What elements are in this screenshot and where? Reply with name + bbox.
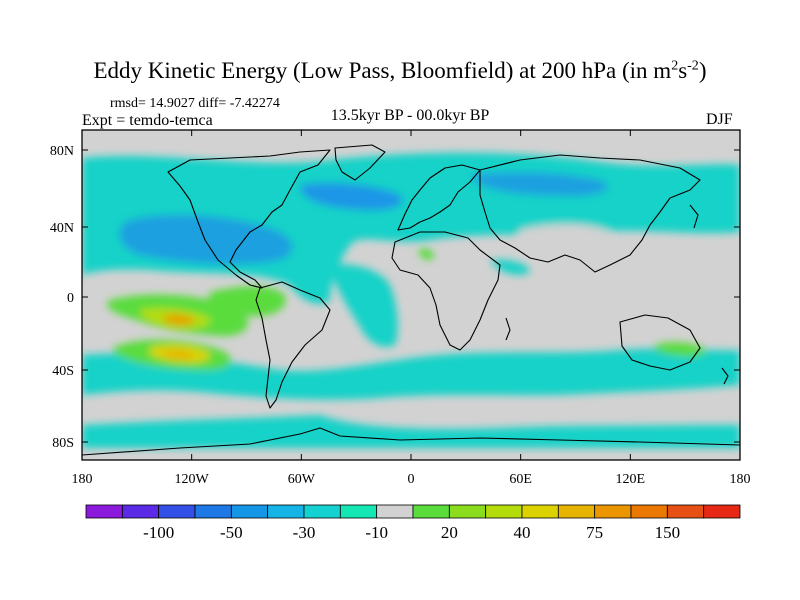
lon-tick-label: 180 (730, 472, 751, 487)
coast-australia (619, 314, 701, 371)
colorbar-swatch (230, 504, 269, 519)
experiment-label: Expt = temdo-temca (82, 112, 213, 129)
coast-asia (479, 154, 701, 273)
colorbar: -100 -50 -30 -10 20 40 75 150 (85, 504, 741, 542)
rmsd-value: rmsd= 14.9027 (110, 96, 195, 111)
coastlines (82, 144, 740, 456)
contour-green-australia (654, 342, 706, 357)
coast-japan (689, 204, 699, 229)
coast-north-america (167, 149, 331, 289)
contour-orange-core (162, 314, 195, 325)
contour-band-south (82, 348, 740, 400)
lon-tick-label: 120E (616, 472, 646, 487)
energy-field (82, 130, 740, 460)
coast-antarctica (82, 427, 740, 456)
contour-orange-core-2 (162, 350, 194, 360)
colorbar-swatch (485, 504, 523, 519)
colorbar-label: 150 (655, 523, 681, 542)
lat-tick-label: 40N (50, 221, 74, 236)
lon-tick-label: 0 (408, 472, 415, 487)
colorbar-label: -10 (365, 523, 388, 542)
colorbar-swatch (121, 504, 160, 519)
colorbar-swatch (594, 504, 632, 519)
lat-tick-label: 0 (67, 291, 74, 306)
latitude-axis: 80N 40N 0 40S 80S (50, 144, 740, 451)
coast-south-america (255, 281, 331, 409)
contour-blue-pacific (119, 214, 293, 265)
coast-africa (391, 231, 501, 351)
contour-green-africa (418, 248, 435, 260)
colorbar-swatch (666, 504, 705, 519)
colorbar-swatch (158, 504, 196, 519)
lat-tick-label: 40S (52, 364, 74, 379)
colorbar-swatch (376, 504, 414, 519)
contour-green-south-america (209, 286, 286, 317)
period-label: 13.5kyr BP - 00.0kyr BP (330, 107, 490, 124)
colorbar-swatch (303, 504, 341, 519)
coast-europe (397, 164, 481, 231)
colorbar-swatch (630, 504, 668, 519)
lon-tick-label: 120W (175, 472, 210, 487)
lon-tick-label: 180 (72, 472, 93, 487)
lon-tick-label: 60W (288, 472, 316, 487)
colorbar-label: -30 (293, 523, 316, 542)
contour-band-indian (490, 259, 530, 275)
colorbar-label: -50 (220, 523, 243, 542)
colorbar-swatch (557, 504, 596, 519)
contour-band-antarctic (82, 415, 740, 448)
season-label: DJF (706, 111, 733, 128)
colorbar-swatch (703, 504, 741, 519)
lon-tick-label: 60E (509, 472, 532, 487)
colorbar-label: -100 (143, 523, 174, 542)
coast-greenland (334, 144, 386, 181)
contour-blue-atlantic (300, 183, 403, 211)
colorbar-swatch (412, 504, 450, 519)
colorbar-label: 40 (514, 523, 531, 542)
colorbar-swatch (267, 504, 305, 519)
colorbar-swatch (339, 504, 378, 519)
lat-tick-label: 80N (50, 144, 74, 159)
plot-title: Eddy Kinetic Energy (Low Pass, Bloomfiel… (93, 58, 707, 83)
colorbar-swatch (521, 504, 559, 519)
stats-text: rmsd= 14.9027 diff= -7.42274 (110, 96, 280, 112)
contour-blue-asia (470, 172, 608, 197)
diff-value: diff= -7.42274 (198, 96, 280, 111)
colorbar-swatch (85, 504, 123, 519)
colorbar-label: 75 (586, 523, 603, 542)
colorbar-label: 20 (441, 523, 458, 542)
longitude-axis: 180 120W 60W 0 60E 120E 180 (72, 130, 751, 487)
coast-new-zealand (721, 367, 729, 385)
lat-tick-label: 80S (52, 436, 74, 451)
contour-light-asia (519, 224, 610, 245)
colorbar-swatch (194, 504, 232, 519)
contour-band-atlantic-tropics (330, 264, 398, 347)
colorbar-swatch (448, 504, 487, 519)
coast-madagascar (505, 317, 511, 341)
